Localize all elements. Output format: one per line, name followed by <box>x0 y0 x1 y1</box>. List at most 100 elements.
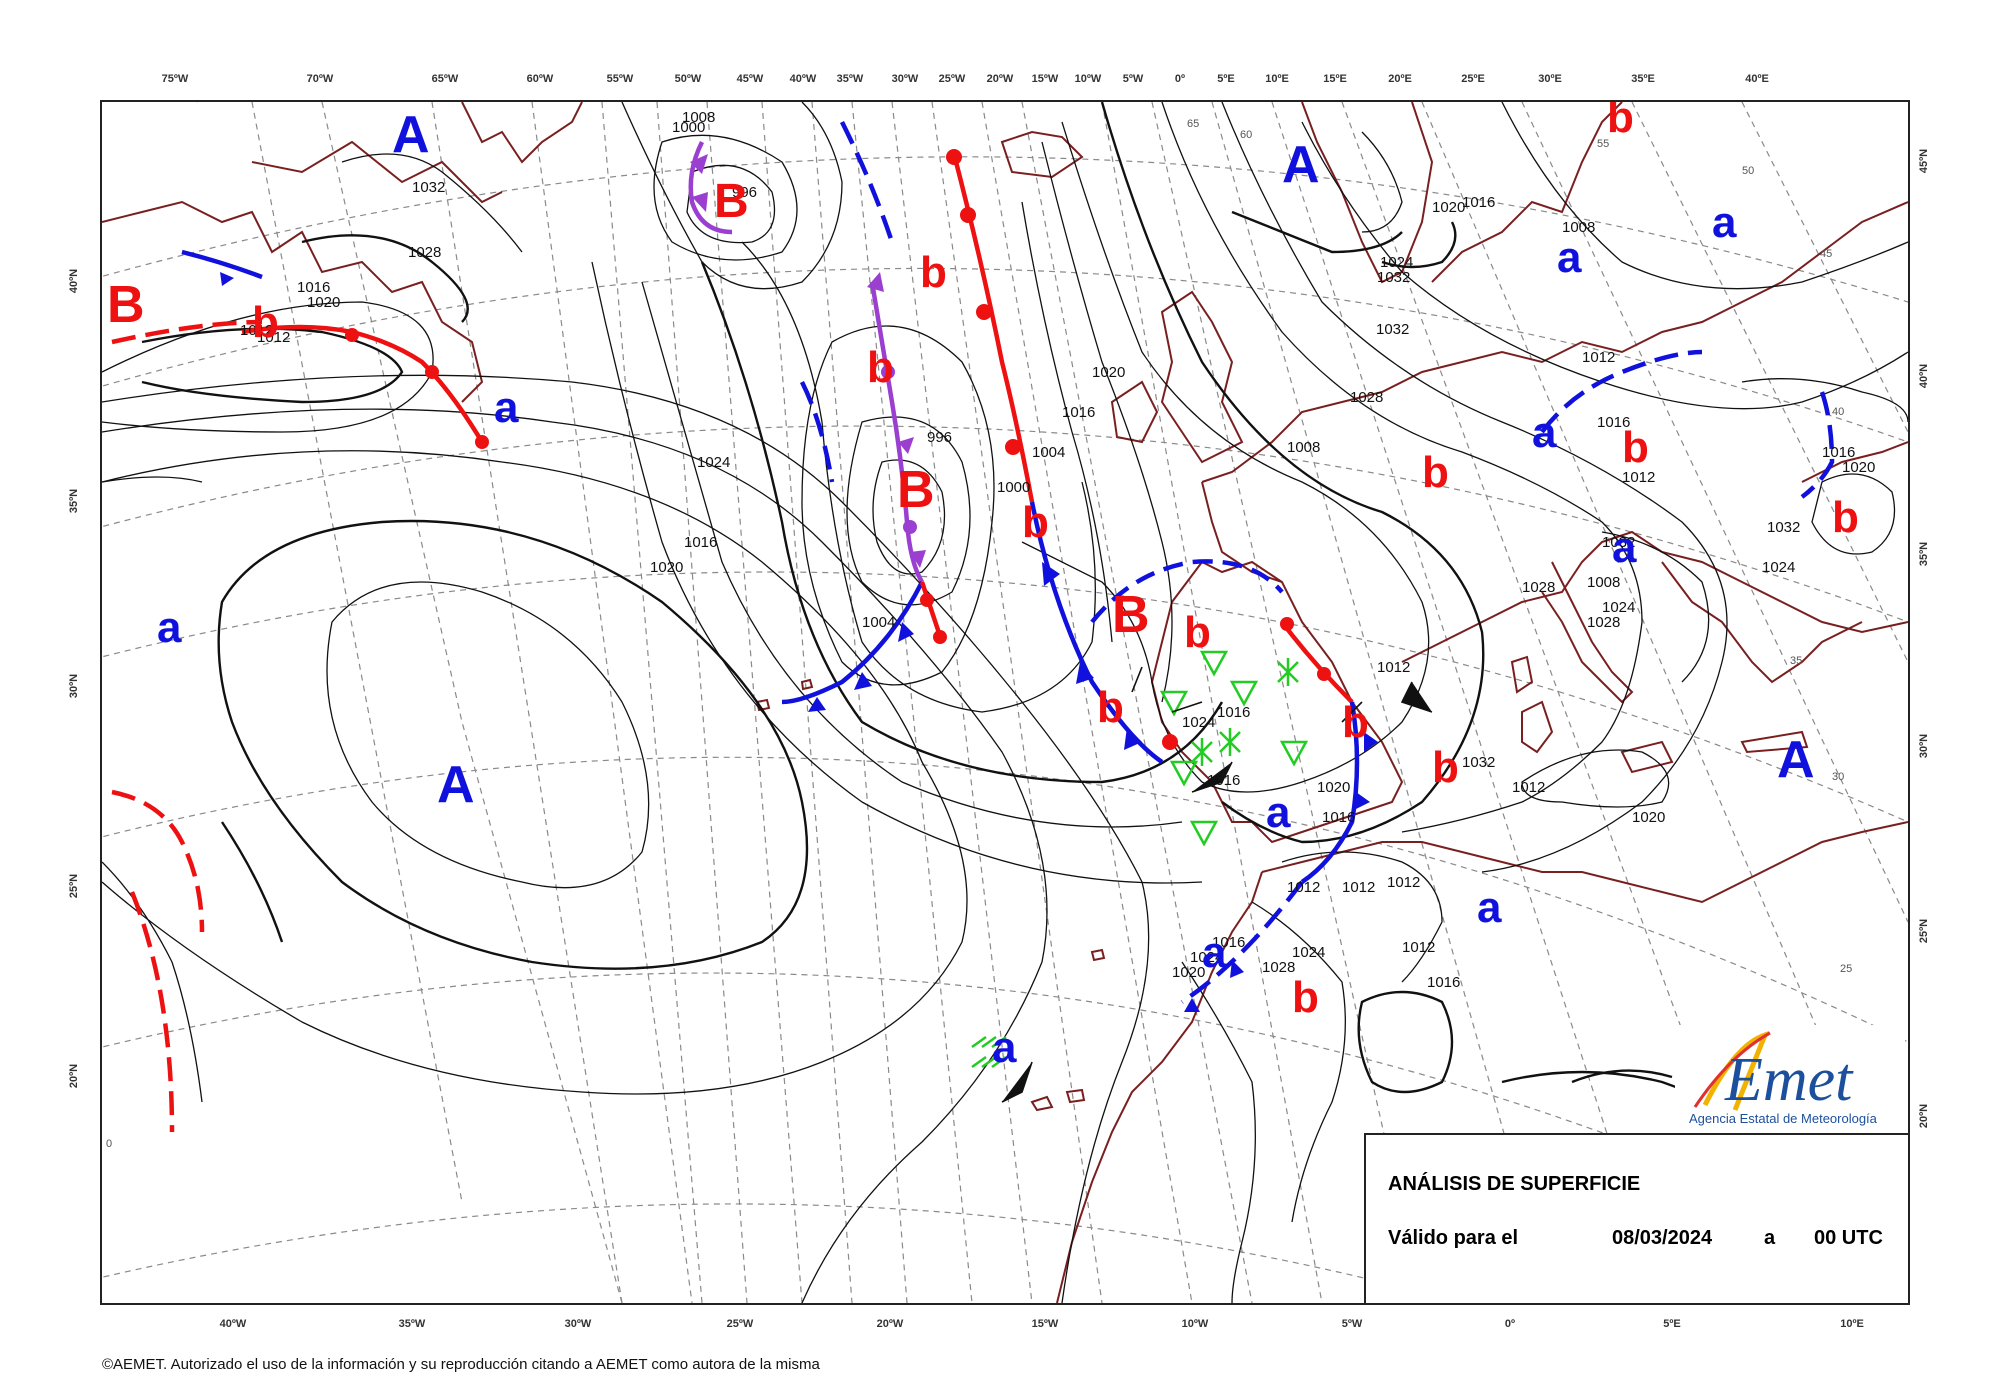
isobar-1020 <box>102 408 1048 1303</box>
wind-arrow-icon <box>1191 761 1233 793</box>
latitude-label: 30ºN <box>68 673 81 699</box>
occluded-front-symbol <box>881 365 895 379</box>
latitude-label: 20ºN <box>1918 1103 1931 1129</box>
graticule <box>102 102 1908 1303</box>
low-minor-label: b <box>1622 423 1649 472</box>
isobar-1012-low <box>1357 990 1454 1094</box>
inner-label: 55 <box>1597 138 1609 150</box>
longitude-label: 25ºW <box>938 73 966 85</box>
weather-map: 65 60 55 50 45 40 35 30 25 0 1032 1028 101… <box>100 100 1910 1305</box>
latitude-label: 40ºN <box>68 268 81 294</box>
isobar-label: 1020 <box>307 294 340 311</box>
low-minor-label: b <box>1832 493 1859 542</box>
low-minor-label: b <box>1292 973 1319 1022</box>
latitude-label: 35ºN <box>1918 541 1931 567</box>
longitude-label: 25ºE <box>1461 73 1485 85</box>
meridian <box>656 102 748 1303</box>
isobar-label: 1020 <box>1317 779 1350 796</box>
isobar-1000-central <box>846 416 971 606</box>
dashed-cold-front-east <box>1800 391 1835 499</box>
longitude-label: 20ºW <box>876 1318 904 1330</box>
warm-front-symbol <box>933 630 947 644</box>
isobar-label: 1016 <box>1212 934 1245 951</box>
isobar-label: 1016 <box>1322 809 1355 826</box>
longitude-label: 20ºE <box>1388 73 1412 85</box>
isobar-label: 1028 <box>408 244 441 261</box>
isobar-label: 1024 <box>1762 559 1795 576</box>
high-minor-label: a <box>1477 883 1502 932</box>
inner-label: 25 <box>1840 963 1852 975</box>
low-minor-label: b <box>1422 448 1449 497</box>
latitude-label: 25ºN <box>68 873 81 899</box>
parallel <box>102 756 1908 1043</box>
longitude-label: 30ºE <box>1538 73 1562 85</box>
snow-icon <box>1219 728 1241 756</box>
isobar-1032-canada <box>341 153 523 253</box>
high-minor-label: a <box>1202 928 1227 977</box>
isobar-label: 1028 <box>1587 614 1620 631</box>
sardinia <box>1521 700 1554 754</box>
longitude-label: 5ºW <box>1341 1318 1363 1330</box>
meridian <box>1151 102 1423 1303</box>
dashed-warm-front-sw <box>111 789 205 933</box>
meridian <box>251 102 463 1203</box>
isobar-1012-central <box>700 261 1224 784</box>
isobar-1016-med <box>1521 749 1670 808</box>
analysis-title: ANÁLISIS DE SUPERFICIE <box>1388 1173 1641 1195</box>
dashed-warm-front-west <box>111 319 263 345</box>
isobar-label: 1016 <box>1822 444 1855 461</box>
shower-icon <box>1189 820 1219 847</box>
low-minor-label: b <box>1184 608 1211 657</box>
longitude-label: 30ºW <box>891 73 919 85</box>
isobar-1004-iberia <box>1041 141 1173 703</box>
low-center-label: B <box>107 276 145 334</box>
isobar-1016 <box>102 374 1150 1303</box>
isobar-label: 1024 <box>1182 714 1215 731</box>
isobar-1000-north <box>653 134 798 261</box>
cold-front-symbol <box>1124 727 1142 750</box>
longitude-label: 60ºW <box>526 73 554 85</box>
high-center-label: A <box>437 756 475 814</box>
isobar-label: 1016 <box>1427 974 1460 991</box>
low-minor-label: b <box>867 343 894 392</box>
isobar-1024-europe <box>1301 121 1908 410</box>
meridian <box>321 102 623 1303</box>
isobar-996-north <box>686 164 776 244</box>
low-center-label: B <box>1112 586 1150 644</box>
isobar-label: 1032 <box>1602 534 1635 551</box>
mediterranean-north-coast <box>1401 530 1908 663</box>
cold-front-symbol <box>220 272 234 286</box>
occluded-front-symbol <box>898 437 914 454</box>
meridian <box>431 102 623 1303</box>
meridian <box>931 102 1103 1303</box>
isobar-label: 1012 <box>1512 779 1545 796</box>
isobar-label: 1012 <box>1402 939 1435 956</box>
isobar-label: 1020 <box>1172 964 1205 981</box>
cold-front-central <box>781 580 925 705</box>
cold-front-symbol <box>1364 732 1378 752</box>
high-minor-label: a <box>157 603 182 652</box>
high-minor-label: a <box>992 1023 1017 1072</box>
inner-labels: 65 60 55 50 45 40 35 30 25 0 <box>106 118 1852 1150</box>
scandinavia-coast <box>1301 102 1434 284</box>
ireland-coast <box>1110 380 1159 444</box>
high-center-label: A <box>392 106 430 164</box>
isobar-1016-africa <box>1251 901 1346 1223</box>
isobar-1028-scandinavia <box>1231 210 1403 254</box>
isobar-label: 1024 <box>697 454 730 471</box>
longitude-label: 55ºW <box>606 73 634 85</box>
aemet-logo: Emet Agencia Estatal de Meteorología <box>1675 1025 1905 1135</box>
inner-label: 65 <box>1187 118 1199 130</box>
warm-front-symbol <box>425 365 439 379</box>
warm-front-canada <box>241 324 484 444</box>
latitude-label: 20ºN <box>68 1063 81 1089</box>
longitude-label: 10ºE <box>1265 73 1289 85</box>
meridian <box>706 102 803 1303</box>
wind-arrow-icon <box>1400 681 1433 713</box>
wind-arrow-icon <box>1171 701 1203 713</box>
isobars <box>102 102 1908 1303</box>
snow-icon <box>1277 658 1299 686</box>
isobar-label: 1024 <box>1380 254 1413 271</box>
occluded-front-north <box>688 140 733 235</box>
longitude-label: 15ºW <box>1031 1318 1059 1330</box>
